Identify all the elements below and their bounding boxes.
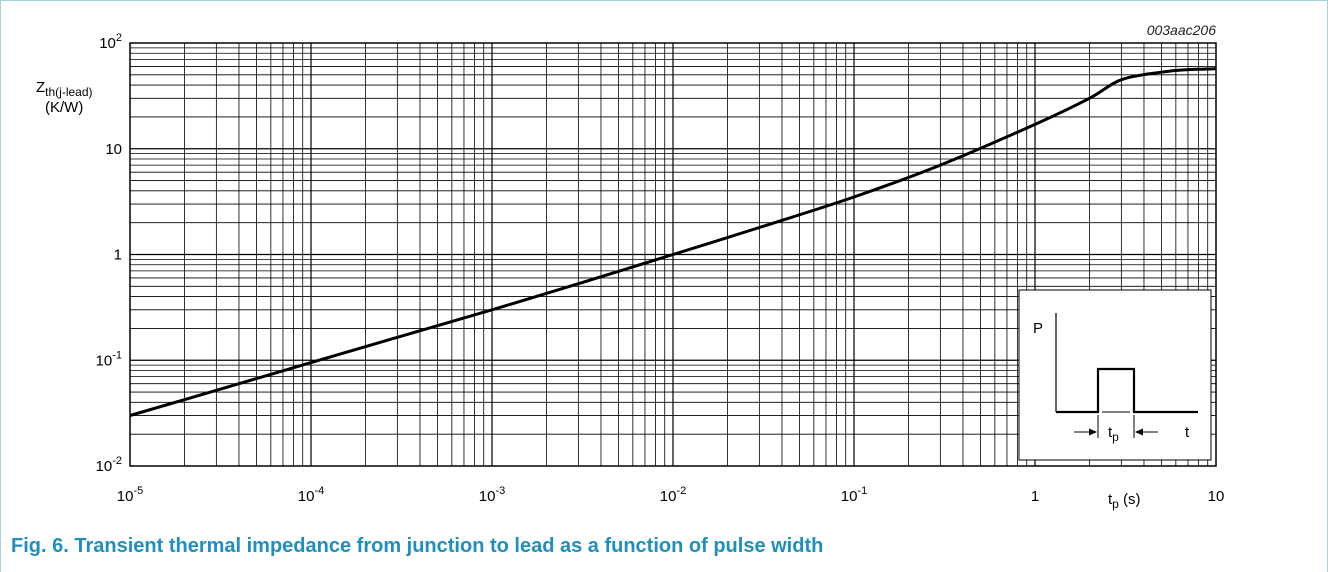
chart-grid (130, 43, 1216, 466)
y-tick-label: 10 (105, 141, 122, 158)
figure-caption: Fig. 6. Transient thermal impedance from… (11, 535, 824, 557)
y-tick-labels: 10-2 10-1 1 10 102 (96, 32, 122, 475)
inset-p-label: P (1033, 320, 1043, 337)
x-tick-labels: 10-5 10-4 10-3 10-2 10-1 1 10 (117, 485, 1225, 505)
y-axis-unit: (K/W) (45, 99, 83, 116)
pulse-inset: P t tp (1018, 289, 1212, 461)
series-line (129, 67, 1217, 417)
inset-right-arrowhead (1135, 428, 1143, 436)
y-tick-label: 102 (99, 32, 122, 52)
plot-area-border (129, 42, 1217, 467)
inset-t-label: t (1185, 424, 1190, 441)
x-tick-label: 10-1 (841, 485, 867, 505)
x-tick-label: 10-3 (479, 485, 505, 505)
x-tick-label: 10-2 (660, 485, 686, 505)
x-tick-label: 10 (1208, 488, 1225, 505)
inset-left-arrowhead (1089, 428, 1097, 436)
y-tick-label: 1 (114, 247, 122, 264)
x-tick-label: 1 (1031, 488, 1039, 505)
y-tick-label: 10-2 (96, 455, 122, 475)
inset-box (1018, 289, 1212, 461)
inset-pulse (1056, 367, 1198, 414)
x-tick-label: 10-4 (298, 485, 324, 505)
figure-code: 003aac206 (1147, 22, 1217, 38)
y-axis-label: Zth(j-lead) (36, 79, 93, 99)
x-tick-label: 10-5 (117, 485, 143, 505)
thermal-impedance-chart: 10-5 10-4 10-3 10-2 10-1 1 10 10-2 10-1 1 10 102 0… (36, 22, 1225, 511)
y-tick-label: 10-1 (96, 349, 122, 369)
x-axis-label: tp (s) (1108, 491, 1141, 511)
inset-tp-label: tp (1108, 424, 1119, 444)
